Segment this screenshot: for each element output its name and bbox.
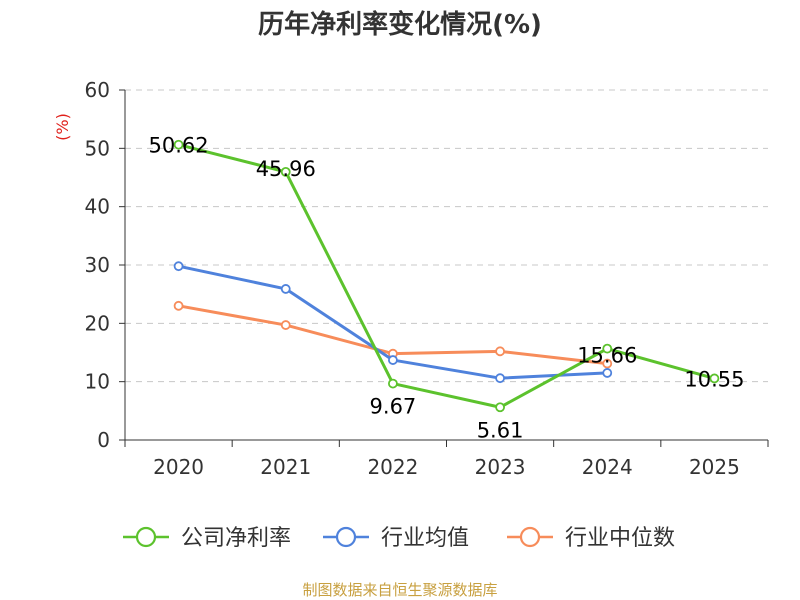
legend-label-2: 行业中位数 (565, 526, 675, 551)
series-group (173, 139, 720, 413)
legend-label-0: 公司净利率 (181, 526, 291, 551)
chart-title: 历年净利率变化情况(%) (258, 9, 542, 40)
source-note: 制图数据来自恒生聚源数据库 (302, 581, 497, 599)
data-label-2021: 45.96 (256, 157, 316, 181)
y-tick-label-20: 20 (85, 311, 110, 335)
y-axis-unit-label: (%) (53, 113, 72, 141)
legend-label-1: 行业均值 (381, 526, 469, 551)
x-tick-label-2025: 2025 (689, 455, 740, 479)
data-label-2020: 50.62 (149, 134, 209, 158)
data-label-2022: 9.67 (370, 395, 417, 419)
x-tick-label-2020: 2020 (153, 455, 204, 479)
data-label-2025: 10.55 (684, 367, 744, 391)
y-tick-label-60: 60 (85, 78, 110, 102)
data-point-2-2021 (280, 320, 291, 330)
grid-lines (125, 89, 768, 383)
x-tick-label-2021: 2021 (260, 455, 311, 479)
data-labels: 50.62 45.96 9.67 5.61 15.66 10.55 (149, 134, 745, 443)
data-point-1-2023 (495, 373, 505, 384)
data-point-0-2020 (173, 139, 184, 150)
data-point-2-2020 (173, 300, 184, 311)
y-tick-label-0: 0 (97, 428, 110, 452)
data-point-0-2022 (388, 378, 398, 389)
x-tick-label-2022: 2022 (367, 455, 418, 479)
legend[interactable]: 公司净利率 行业均值 行业中位数 (123, 526, 675, 551)
series-line-0 (178, 143, 715, 409)
data-point-0-2021 (280, 166, 291, 177)
legend-marker-0 (135, 526, 157, 548)
y-tick-label-10: 10 (85, 370, 110, 394)
data-point-0-2025 (709, 373, 720, 384)
data-point-0-2023 (495, 402, 505, 413)
y-tick-label-50: 50 (85, 136, 110, 160)
data-point-1-2024 (602, 368, 613, 378)
y-tick-label-40: 40 (85, 195, 110, 219)
y-tick-label-30: 30 (85, 253, 110, 277)
data-point-2-2024 (602, 358, 613, 369)
x-tick-label-2024: 2024 (582, 455, 633, 479)
data-point-0-2024 (602, 343, 613, 354)
data-label-2024: 15.66 (577, 344, 637, 368)
data-point-2-2023 (495, 346, 505, 357)
data-point-1-2022 (388, 355, 398, 365)
legend-marker-2 (519, 526, 541, 548)
x-tick-label-2023: 2023 (475, 455, 526, 479)
data-label-2023: 5.61 (477, 418, 524, 442)
data-point-1-2021 (280, 284, 291, 294)
legend-marker-1 (335, 526, 357, 548)
axes: 0 10 20 30 40 50 60 2020 2021 2022 2023 2024 2025 (85, 78, 769, 479)
data-point-1-2020 (173, 261, 184, 272)
